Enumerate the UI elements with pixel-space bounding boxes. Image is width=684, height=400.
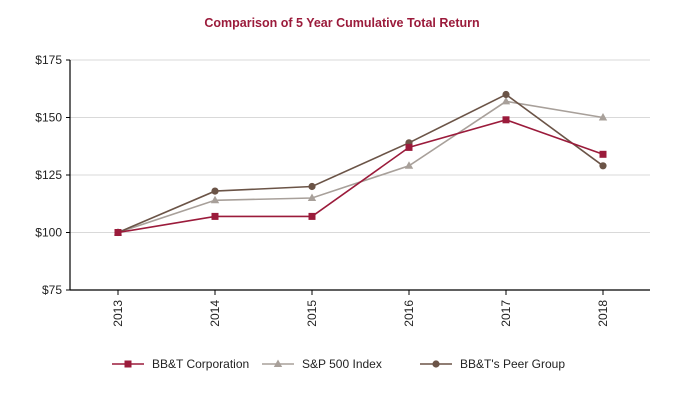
x-tick-label: 2013 [111,300,125,327]
data-point-s-p-500-index [501,96,511,105]
chart-title: Comparison of 5 Year Cumulative Total Re… [204,16,479,30]
legend-marker [273,359,283,367]
legend-item-bb-t-s-peer-group: BB&T's Peer Group [420,357,565,371]
x-tick-label: 2017 [499,300,513,327]
legend-label: BB&T Corporation [152,357,249,371]
data-point-bb-t-corporation [211,212,219,220]
data-point-bb-t-s-peer-group [502,90,510,99]
data-point-bb-t-s-peer-group [308,182,316,191]
x-tick-label: 2015 [305,300,319,327]
legend-item-bb-t-corporation: BB&T Corporation [112,357,249,371]
grid-lines [70,59,650,233]
legend-marker [432,360,440,368]
data-point-s-p-500-index [404,161,414,169]
data-point-bb-t-corporation [502,116,510,124]
series-bb-t-s-peer-group [114,90,607,237]
y-tick-label: $75 [42,283,62,297]
y-tick-label: $175 [35,53,62,67]
data-point-bb-t-corporation [308,212,316,220]
series-line-s-p-500-index [117,100,604,234]
y-tick-label: $100 [35,226,62,240]
y-tick-label: $125 [35,168,62,182]
x-axis-ticks: 2013 2014 2015 2016 2017 2018 [111,290,610,327]
legend-marker [124,360,132,368]
y-tick-label: $150 [35,111,62,125]
series-bb-t-corporation [114,116,607,236]
data-point-bb-t-corporation [405,143,413,151]
data-point-bb-t-corporation [114,229,122,236]
x-tick-label: 2014 [208,300,222,327]
series-line-bb-t-s-peer-group [117,93,604,234]
legend-label: S&P 500 Index [302,357,382,371]
x-tick-label: 2018 [596,300,610,327]
data-point-s-p-500-index [210,195,220,204]
y-axis-ticks: $75 $100 $125 $150 $175 [35,53,70,297]
data-point-bb-t-corporation [599,150,607,158]
series-line-bb-t-corporation [117,118,604,234]
x-tick-label: 2016 [402,300,416,327]
series-group [113,90,608,237]
data-point-s-p-500-index [598,113,608,121]
legend-item-s-p-500-index: S&P 500 Index [262,357,382,371]
legend-label: BB&T's Peer Group [460,357,565,371]
data-point-bb-t-s-peer-group [211,187,219,195]
data-point-bb-t-s-peer-group [599,162,607,170]
data-point-s-p-500-index [307,193,317,201]
legend: BB&T Corporation S&P 500 Index BB&T's Peer… [112,357,565,371]
